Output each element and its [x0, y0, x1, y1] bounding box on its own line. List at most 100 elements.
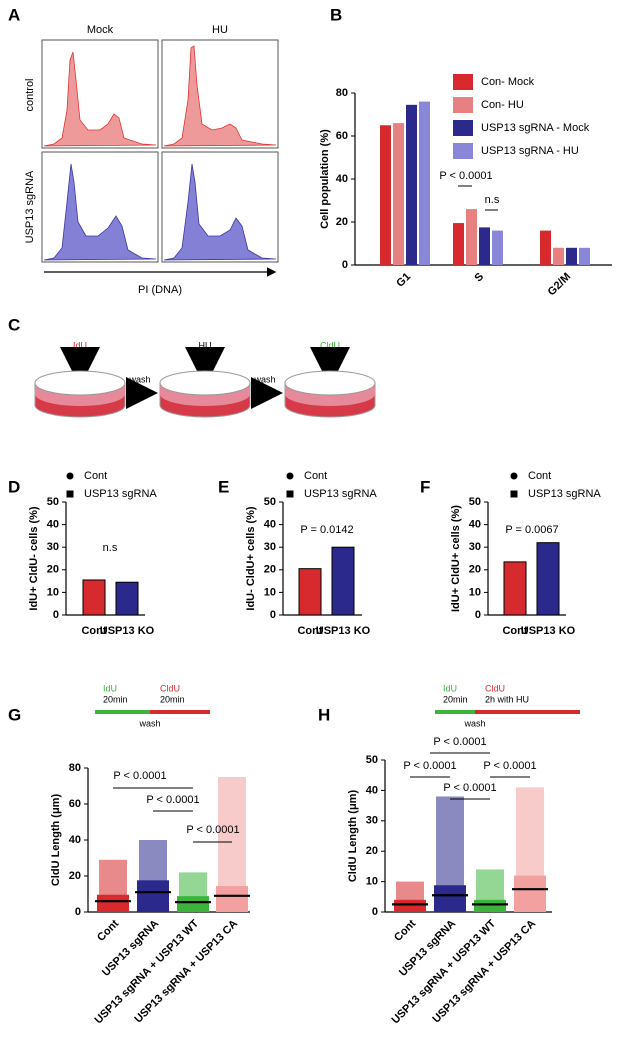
y-axis-label: IdU+ CldU- cells (%) [28, 506, 40, 611]
histogram [41, 39, 159, 149]
panel-letter: G [8, 705, 21, 724]
annotation: P < 0.0001 [186, 824, 239, 836]
legend-swatch [453, 143, 473, 159]
step-time: 20min [68, 351, 93, 361]
legend-marker [510, 472, 518, 480]
y-axis-label: CldU Length (μm) [50, 794, 62, 887]
panel-letter: A [8, 5, 20, 24]
y-tick-label: 30 [366, 815, 378, 827]
y-tick-label: 60 [336, 130, 348, 142]
x-tick-label: Cont [81, 625, 106, 637]
y-tick-label: 30 [469, 541, 481, 553]
protocol-label: CldU [485, 683, 505, 693]
x-tick-label: Cont [95, 917, 121, 943]
dot-core [474, 899, 506, 912]
y-tick-label: 80 [69, 762, 81, 774]
legend-marker [66, 472, 74, 480]
x-tick-label: G1 [394, 271, 413, 290]
protocol-label: IdU [443, 683, 457, 693]
dot-core [394, 899, 426, 912]
transition-label: wash [253, 374, 275, 384]
legend-label: USP13 sgRNA - Mock [481, 122, 590, 134]
bar [466, 209, 477, 265]
dot-core [137, 880, 169, 912]
y-tick-label: 10 [264, 586, 276, 598]
y-tick-label: 0 [475, 609, 481, 621]
x-tick-label: USP13 KO [100, 625, 155, 637]
panel-letter: H [318, 705, 330, 724]
y-tick-label: 60 [69, 798, 81, 810]
annotation: P < 0.0001 [443, 782, 496, 794]
bar [331, 546, 355, 616]
step-label: HU [199, 340, 212, 350]
annotation: P < 0.0001 [113, 770, 166, 782]
bar [393, 123, 404, 265]
panel-letter: E [218, 477, 229, 496]
protocol-time: 2h with HU [485, 694, 529, 704]
step-label: IdU [73, 340, 87, 350]
panel-c: IdU 20min HU 2h CldU 20min wash wash [34, 340, 376, 418]
y-axis-label: Cell population (%) [319, 129, 331, 229]
bar [419, 101, 430, 265]
x-tick-label: S [472, 271, 486, 285]
panel-letter: F [420, 477, 430, 496]
y-tick-label: 20 [336, 216, 348, 228]
bar [82, 579, 106, 616]
y-tick-label: 0 [372, 906, 378, 918]
y-tick-label: 20 [469, 564, 481, 576]
dishes [34, 347, 376, 418]
step-time: 2h [200, 351, 210, 361]
annotation: P = 0.0142 [300, 524, 353, 536]
annotation: n.s [485, 194, 500, 206]
column-label: HU [212, 24, 228, 36]
step-time: 20min [318, 351, 343, 361]
x-tick-label: USP13 KO [316, 625, 371, 637]
y-tick-label: 0 [270, 609, 276, 621]
y-tick-label: 10 [469, 586, 481, 598]
y-tick-label: 30 [264, 541, 276, 553]
legend-swatch [453, 74, 473, 90]
histogram [161, 39, 279, 149]
histogram [41, 151, 159, 263]
legend-label: Cont [304, 470, 327, 482]
y-tick-label: 20 [366, 845, 378, 857]
row-label: USP13 sgRNA [24, 170, 36, 243]
dot-core [434, 885, 466, 912]
bar [553, 247, 564, 265]
y-tick-label: 20 [69, 870, 81, 882]
row-label: control [24, 78, 36, 111]
panel-a: Mock HU control USP13 sgRNA PI (DNA) [24, 24, 279, 296]
y-tick-label: 20 [47, 564, 59, 576]
legend-swatch [453, 120, 473, 136]
legend-marker [286, 472, 294, 480]
legend-marker [66, 490, 74, 498]
legend-swatch [453, 97, 473, 113]
bar [492, 230, 503, 265]
bar [540, 230, 551, 265]
transition-label: wash [128, 374, 150, 384]
legend-marker [286, 490, 294, 498]
y-tick-label: 50 [47, 496, 59, 508]
bar [566, 247, 577, 265]
bar [479, 227, 490, 265]
y-tick-label: 40 [366, 784, 378, 796]
bar [380, 125, 391, 265]
bar [579, 247, 590, 265]
y-tick-label: 50 [469, 496, 481, 508]
dot-core [216, 886, 248, 912]
histogram [161, 151, 279, 263]
y-tick-label: 30 [47, 541, 59, 553]
y-axis-label: IdU- CldU+ cells (%) [245, 506, 257, 611]
panel-letter: C [8, 315, 20, 334]
y-tick-label: 0 [53, 609, 59, 621]
legend-marker [510, 490, 518, 498]
y-tick-label: 0 [75, 906, 81, 918]
legend-label: USP13 sgRNA [528, 488, 601, 500]
x-axis-label: PI (DNA) [138, 284, 182, 296]
bar [298, 568, 322, 616]
y-tick-label: 40 [264, 519, 276, 531]
annotation: n.s [103, 542, 118, 554]
y-tick-label: 40 [469, 519, 481, 531]
legend-label: Con- HU [481, 99, 524, 111]
